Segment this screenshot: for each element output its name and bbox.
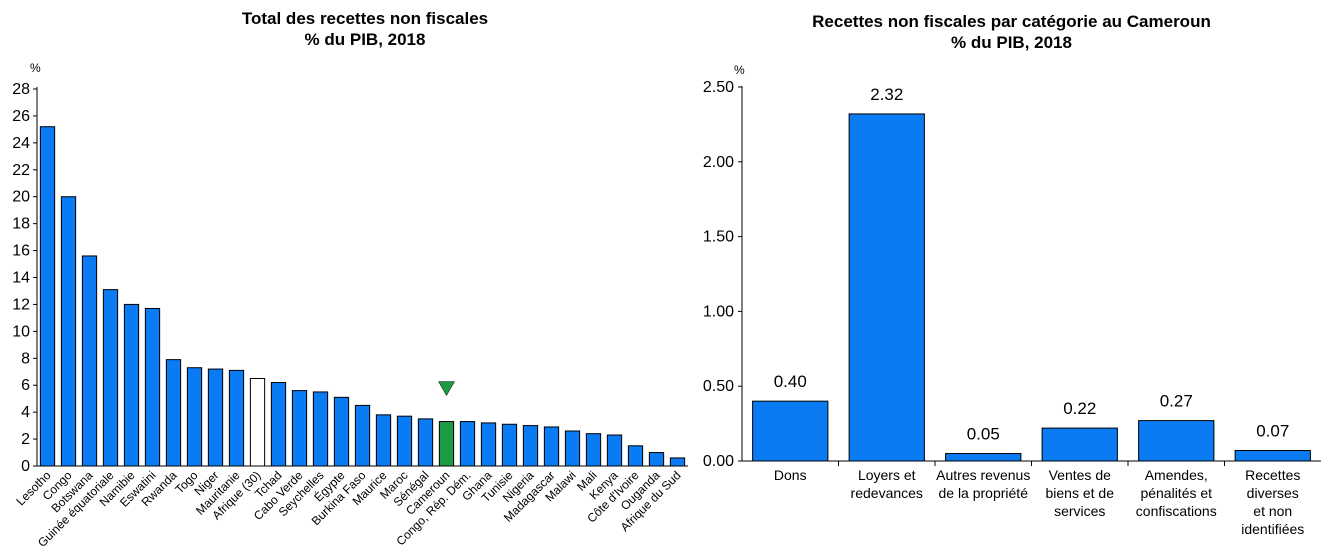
left-bar [417,418,434,467]
right-y-tick-label: 1.50 [703,229,734,246]
left-bar [102,289,119,467]
right-data-label: 0.05 [967,425,1000,444]
left-bar [375,414,392,467]
right-x-tick-label: Recettes [1245,467,1300,483]
left-bar [144,307,161,467]
left-bar [333,396,350,467]
right-y-tick-label: 0.00 [703,453,734,470]
right-x-tick-label: Dons [774,467,807,483]
left-chart-subtitle: % du PIB, 2018 [304,30,426,49]
right-y-unit-label: % [734,63,745,77]
left-bar [501,423,518,467]
left-y-tick-label: 28 [12,81,30,98]
left-bar [165,359,182,467]
right-y-tick-label: 1.00 [703,303,734,320]
left-bar [186,367,203,467]
left-bar [39,126,56,467]
right-data-label: 0.40 [774,372,807,391]
right-x-tick-label: pénalités et [1140,485,1212,501]
right-data-label: 0.22 [1063,399,1096,418]
right-y-tick-label: 0.50 [703,378,734,395]
left-chart-title-block: Total des recettes non fiscales % du PIB… [40,8,690,50]
left-y-unit-label: % [30,61,41,75]
right-x-tick-label: Autres revenus [936,467,1030,483]
right-x-tick-label: confiscations [1136,503,1217,519]
right-chart-title-block: Recettes non fiscales par catégorie au C… [700,11,1323,53]
left-bar [669,457,686,467]
left-bar [585,433,602,467]
right-x-tick-label: redevances [851,485,923,501]
left-chart-plot: %0246810121416182022242628LesothoCongoBo… [12,61,688,548]
left-bar [81,255,98,467]
left-y-tick-label: 26 [12,108,30,125]
right-chart-title: Recettes non fiscales par catégorie au C… [812,12,1211,31]
left-y-tick-label: 8 [21,350,30,367]
left-bar [270,382,287,467]
left-bar [606,434,623,467]
left-chart-title: Total des recettes non fiscales [241,9,489,28]
right-data-label: 2.32 [870,85,903,104]
left-bar [648,452,665,467]
right-chart-plot: % 0.00 0.50 1.00 1.50 2.00 2.50 0.40 Dons 2.32 Loy… [703,63,1321,537]
right-x-tick-label: biens et de [1046,485,1115,501]
left-bar-highlight [438,421,455,467]
left-y-tick-label: 24 [12,135,30,152]
right-bar [752,400,829,462]
left-bar [60,196,77,467]
left-y-tick-label: 14 [12,270,30,287]
left-bar-average [249,377,266,467]
left-bar [459,421,476,467]
left-bar [354,404,371,467]
right-bar [1041,427,1118,462]
left-bar [207,368,224,467]
left-y-tick-label: 22 [12,162,30,179]
left-y-tick-label: 2 [21,431,30,448]
right-bar [1138,420,1215,462]
right-x-tick-label: identifiées [1241,521,1304,537]
left-bar [312,391,329,467]
left-bar [396,415,413,467]
left-y-tick-label: 12 [12,296,30,313]
right-x-tick-label: Amendes, [1145,467,1208,483]
left-bar [480,422,497,467]
right-bar [945,453,1022,462]
right-x-tick-label: de la propriété [938,485,1028,501]
right-x-tick-label: diverses [1247,485,1299,501]
left-y-tick-label: 18 [12,216,30,233]
left-y-tick-label: 20 [12,189,30,206]
left-y-tick-label: 4 [21,404,30,421]
left-bar [291,390,308,467]
left-bar [522,425,539,467]
right-x-tick-label: Loyers et [858,467,916,483]
highlight-marker-icon [438,381,455,397]
left-chart-panel: Total des recettes non fiscales % du PIB… [12,8,690,548]
right-y-tick-label: 2.50 [703,79,734,96]
left-bar [123,303,140,467]
right-chart-panel: Recettes non fiscales par catégorie au C… [690,0,1323,548]
left-y-tick-label: 16 [12,243,30,260]
right-bar [848,113,925,462]
right-bar [1234,450,1311,462]
right-chart-subtitle: % du PIB, 2018 [951,33,1072,52]
left-y-tick-label: 10 [12,323,30,340]
left-y-tick-label: 6 [21,377,30,394]
left-y-tick-label: 0 [21,458,30,475]
right-x-tick-label: services [1054,503,1105,519]
left-bar [627,445,644,467]
right-y-tick-label: 2.00 [703,154,734,171]
right-data-label: 0.07 [1256,422,1289,441]
left-bar [564,430,581,467]
right-data-label: 0.27 [1160,392,1193,411]
right-x-tick-label: Ventes de [1049,467,1111,483]
left-bar [543,426,560,467]
right-x-tick-label: et non [1253,503,1292,519]
left-bar [228,369,245,467]
